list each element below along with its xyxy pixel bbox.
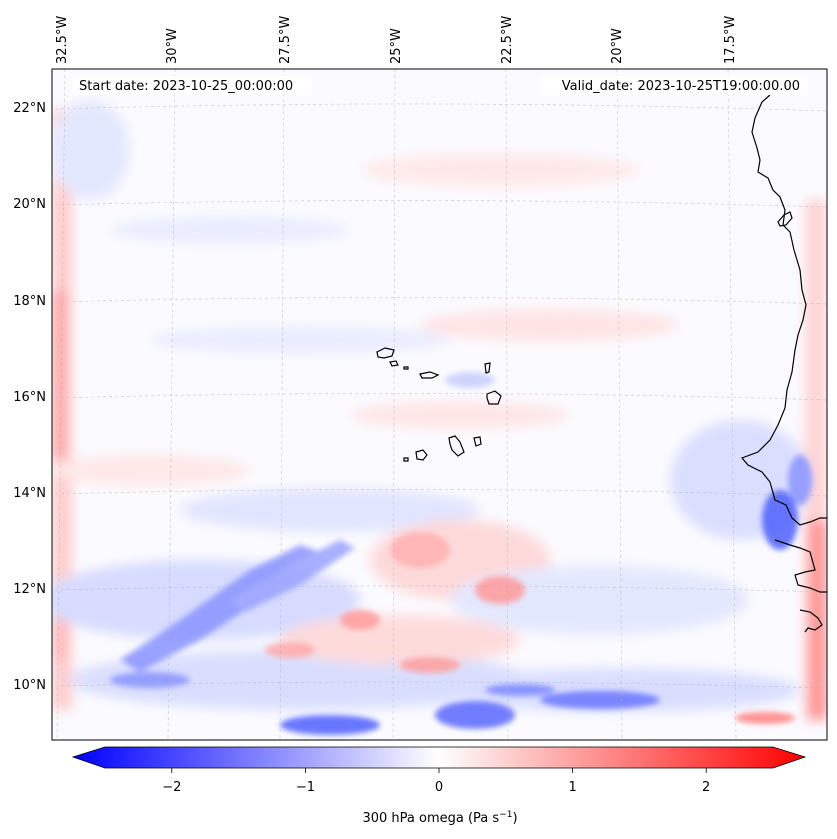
lon-label: 27.5°W xyxy=(278,16,293,64)
coastlines xyxy=(376,94,827,633)
colorbar-tick-label: −1 xyxy=(296,780,315,795)
island-santiago xyxy=(448,435,465,457)
map-frame xyxy=(51,68,828,741)
omega-field xyxy=(52,69,827,740)
latitude-labels: 22°N 20°N 18°N 16°N 14°N 12°N 10°N xyxy=(13,101,46,693)
lon-label: 17.5°W xyxy=(723,16,738,64)
graticule xyxy=(54,69,827,740)
colorbar-tick-label: −2 xyxy=(162,780,181,795)
map-panel xyxy=(51,68,828,741)
island-boa-vista xyxy=(486,390,502,405)
longitude-labels: 32.5°W 30°W 27.5°W 25°W 22.5°W 20°W 17.5… xyxy=(55,16,738,64)
island-santo-antao xyxy=(376,347,395,359)
island-sao-vicente xyxy=(389,360,399,367)
lat-label: 16°N xyxy=(13,390,46,405)
colorbar-tick-label: 2 xyxy=(702,780,710,795)
lat-label: 12°N xyxy=(13,582,46,597)
colorbar-tick-label: 0 xyxy=(435,780,443,795)
colorbar-tick-label: 1 xyxy=(568,780,576,795)
colorbar-body xyxy=(71,746,807,769)
lon-label: 32.5°W xyxy=(55,16,70,64)
start-date-label: Start date: 2023-10-25_00:00:00 xyxy=(79,79,293,94)
colorbar-ticks: −2 −1 0 1 2 xyxy=(162,768,710,795)
lon-label: 30°W xyxy=(165,28,180,64)
lon-label: 25°W xyxy=(389,28,404,64)
lat-label: 22°N xyxy=(13,101,46,116)
lat-label: 14°N xyxy=(13,486,46,501)
lon-label: 20°W xyxy=(610,28,625,64)
colorbar-label: 300 hPa omega (Pa s−1) xyxy=(362,810,517,826)
island-fogo xyxy=(415,449,428,461)
lat-label: 10°N xyxy=(13,678,46,693)
lat-label: 18°N xyxy=(13,294,46,309)
lat-label: 20°N xyxy=(13,197,46,212)
valid-date-label: Valid_date: 2023-10-25T19:00:00.00 xyxy=(562,79,800,94)
africa-coast xyxy=(740,94,827,526)
colorbar: −2 −1 0 1 2 300 hPa omega (Pa s−1) xyxy=(71,746,807,826)
lon-label: 22.5°W xyxy=(500,16,515,64)
